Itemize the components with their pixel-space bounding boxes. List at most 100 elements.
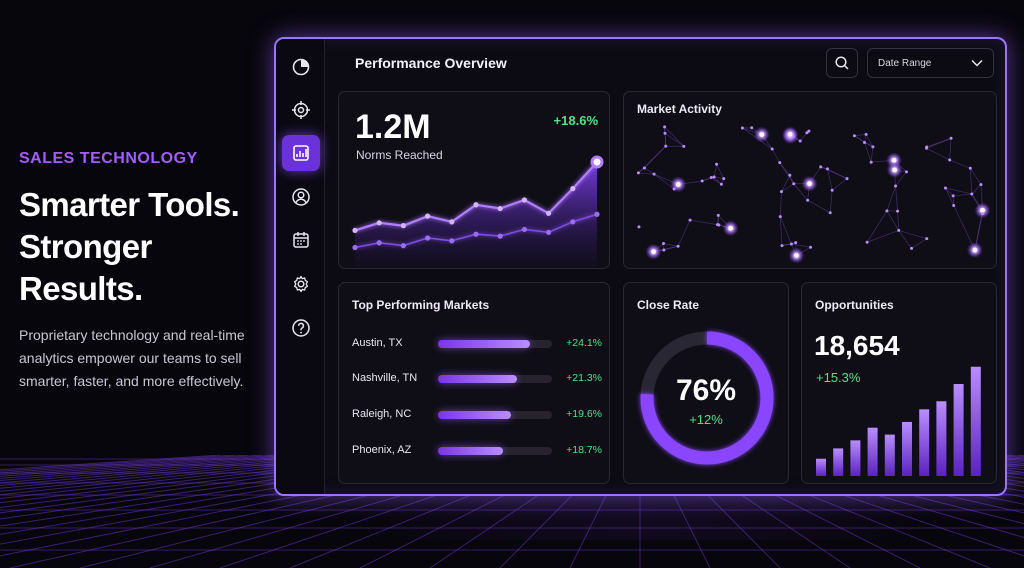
norms-point	[425, 235, 431, 241]
pie-chart-icon	[292, 58, 310, 76]
norms-point	[521, 197, 527, 203]
norms-point	[473, 202, 479, 208]
norms-point	[590, 155, 604, 169]
norms-area-chart	[352, 155, 604, 267]
norms-label: Norms Reached	[356, 148, 443, 162]
norms-point	[449, 238, 455, 244]
market-bar-fill	[438, 411, 511, 419]
norms-point	[352, 227, 358, 233]
sidebar-item-targets[interactable]	[282, 92, 320, 128]
norms-delta: +18.6%	[553, 113, 598, 128]
market-activity-network	[636, 125, 991, 264]
norms-area-fill	[355, 162, 597, 267]
norms-point	[497, 233, 503, 239]
norms-value: 1.2M	[355, 108, 431, 146]
sidebar-item-users[interactable]	[282, 179, 320, 215]
opportunities-bar-chart	[816, 366, 981, 476]
dashboard-window: Performance Overview Date Range 1.2M Nor…	[274, 37, 1007, 496]
norms-point	[400, 223, 406, 229]
opportunities-title: Opportunities	[815, 298, 894, 312]
date-range-label: Date Range	[878, 57, 932, 69]
norms-point	[570, 219, 576, 225]
sidebar-item-analytics[interactable]	[282, 135, 320, 171]
market-row: Nashville, TN +21.3%	[352, 372, 602, 386]
market-bar-fill	[438, 447, 503, 455]
market-delta: +24.1%	[566, 337, 602, 349]
opportunities-bar	[902, 421, 912, 476]
norms-point	[449, 219, 455, 225]
norms-point	[473, 231, 479, 237]
close-rate-ring	[640, 331, 774, 465]
close-rate-value: 76%	[675, 374, 737, 407]
help-icon	[292, 319, 310, 337]
top-markets-title: Top Performing Markets	[352, 298, 490, 312]
opportunities-card: Opportunities 18,654 +15.3%	[801, 282, 997, 484]
hero-section: SALES TECHNOLOGY Smarter Tools. Stronger…	[19, 150, 269, 393]
market-delta: +18.7%	[566, 444, 602, 456]
market-bar-fill	[438, 340, 531, 348]
opportunities-bar	[867, 427, 878, 476]
sidebar-item-overview[interactable]	[282, 49, 320, 85]
headline-line-1: Smarter Tools.	[19, 186, 240, 223]
market-row: Phoenix, AZ +18.7%	[352, 444, 602, 458]
opportunities-bar	[833, 448, 844, 476]
norms-point	[497, 205, 503, 212]
norms-card: 1.2M Norms Reached +18.6%	[338, 91, 610, 269]
close-rate-delta: +12%	[689, 412, 723, 427]
page-title: Performance Overview	[355, 55, 507, 71]
market-delta: +21.3%	[566, 372, 602, 384]
market-bar-fill	[438, 375, 517, 383]
norms-point	[376, 240, 382, 246]
chevron-down-icon	[971, 59, 983, 67]
close-rate-title: Close Rate	[637, 298, 700, 312]
close-rate-card: Close Rate 76% +12%	[623, 282, 789, 484]
market-activity-title: Market Activity	[637, 102, 722, 116]
hero-headline: Smarter Tools. Stronger Results.	[19, 184, 269, 310]
target-icon	[292, 101, 310, 119]
analytics-icon	[293, 145, 309, 161]
norms-point	[376, 220, 382, 226]
market-name: Nashville, TN	[352, 372, 418, 384]
search-button[interactable]	[826, 48, 858, 78]
opportunities-bar	[816, 458, 826, 476]
market-name: Raleigh, NC	[352, 408, 412, 420]
sidebar-item-settings[interactable]	[282, 266, 320, 302]
market-bar-track	[438, 447, 552, 455]
opportunities-bar	[953, 384, 964, 476]
sidebar-item-help[interactable]	[282, 310, 320, 346]
gear-icon	[293, 275, 309, 293]
market-bar-track	[438, 411, 552, 419]
market-delta: +19.6%	[566, 408, 602, 420]
opportunities-bar	[884, 434, 895, 476]
norms-point	[352, 244, 358, 251]
opportunities-delta: +15.3%	[816, 370, 861, 385]
top-markets-card: Top Performing Markets Austin, TX +24.1%…	[338, 282, 610, 484]
market-name: Austin, TX	[352, 337, 403, 349]
network-nodes	[636, 125, 991, 264]
market-row: Raleigh, NC +19.6%	[352, 408, 602, 422]
norms-point	[521, 226, 527, 233]
date-range-dropdown[interactable]: Date Range	[867, 48, 994, 78]
opportunities-bar	[919, 409, 930, 476]
opportunities-bar	[936, 401, 947, 476]
headline-line-2: Stronger Results.	[19, 228, 152, 307]
search-icon	[835, 56, 849, 70]
norms-point	[546, 229, 552, 235]
opportunities-bar	[850, 440, 861, 476]
opportunities-bar	[970, 366, 981, 476]
opportunities-value: 18,654	[814, 330, 900, 361]
sidebar	[276, 39, 325, 494]
market-name: Phoenix, AZ	[352, 444, 412, 456]
norms-point	[400, 243, 406, 249]
market-bar-track	[438, 340, 552, 348]
ring-progress	[640, 331, 774, 465]
norms-point	[546, 210, 552, 216]
market-bar-track	[438, 375, 552, 383]
sidebar-item-calendar[interactable]	[282, 222, 320, 258]
market-activity-card: Market Activity	[623, 91, 997, 269]
norms-point	[570, 186, 576, 192]
norms-point	[425, 213, 431, 219]
norms-point	[594, 211, 600, 217]
hero-eyebrow: SALES TECHNOLOGY	[19, 150, 198, 167]
hero-body: Proprietary technology and real-time ana…	[19, 327, 245, 389]
